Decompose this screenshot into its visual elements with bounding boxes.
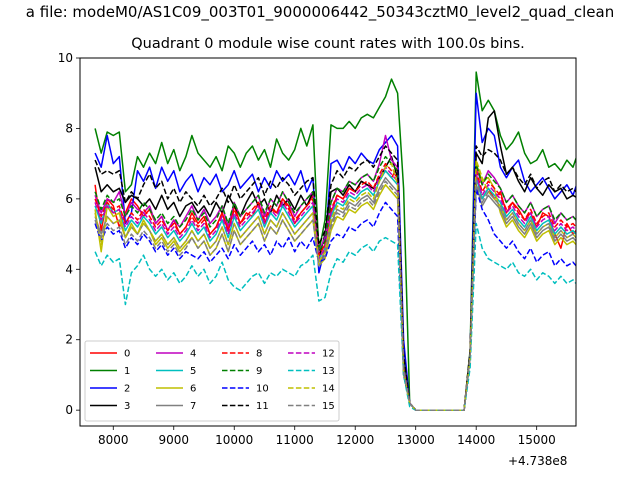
legend-label-12: 12 bbox=[322, 349, 335, 360]
figure-title: a file: modeM0/AS1C09_003T01_9000006442_… bbox=[25, 3, 615, 21]
x-tick-label: 12000 bbox=[336, 433, 374, 447]
series-line-14 bbox=[94, 159, 576, 411]
series-line-11 bbox=[94, 145, 576, 411]
y-tick-label: 4 bbox=[65, 262, 73, 276]
series-line-1 bbox=[94, 71, 576, 411]
legend-label-13: 13 bbox=[322, 366, 335, 377]
legend-label-6: 6 bbox=[190, 384, 196, 395]
series-line-7 bbox=[94, 176, 576, 411]
series-line-6 bbox=[94, 162, 576, 411]
series-layer bbox=[94, 71, 576, 411]
legend-label-10: 10 bbox=[256, 384, 269, 395]
axes-frame bbox=[79, 57, 577, 427]
legend-label-4: 4 bbox=[190, 349, 196, 360]
legend-label-0: 0 bbox=[124, 349, 130, 360]
legend-label-2: 2 bbox=[124, 384, 130, 395]
legend-label-7: 7 bbox=[190, 401, 196, 412]
y-tick-label: 0 bbox=[65, 403, 73, 417]
series-line-10 bbox=[94, 187, 576, 411]
legend-label-5: 5 bbox=[190, 366, 196, 377]
series-line-9 bbox=[94, 155, 576, 411]
tick-layer: 8000 9000 10000 11000 12000 13000 14000 15000 0 2… bbox=[58, 51, 556, 447]
legend-label-8: 8 bbox=[256, 349, 262, 360]
chart-title: Quadrant 0 module wise count rates with … bbox=[131, 36, 525, 52]
legend-label-15: 15 bbox=[322, 401, 335, 412]
y-tick-label: 8 bbox=[65, 121, 73, 135]
y-tick-label: 10 bbox=[58, 51, 73, 65]
y-tick-label: 6 bbox=[65, 192, 73, 206]
series-line-5 bbox=[94, 169, 576, 411]
legend-label-11: 11 bbox=[256, 401, 269, 412]
x-tick-label: 15000 bbox=[518, 433, 556, 447]
x-tick-label: 8000 bbox=[98, 433, 129, 447]
legend-box bbox=[84, 340, 340, 422]
series-line-12 bbox=[94, 166, 576, 411]
y-tick-label: 2 bbox=[65, 333, 73, 347]
series-line-3 bbox=[94, 110, 576, 411]
x-tick-label: 9000 bbox=[158, 433, 189, 447]
series-line-13 bbox=[94, 222, 576, 411]
x-offset-label: +4.738e8 bbox=[508, 454, 568, 468]
series-line-0 bbox=[94, 166, 576, 411]
x-tick-label: 10000 bbox=[215, 433, 253, 447]
series-line-8 bbox=[94, 162, 576, 411]
x-tick-label: 11000 bbox=[276, 433, 314, 447]
series-line-15 bbox=[94, 180, 576, 411]
x-tick-label: 13000 bbox=[397, 433, 435, 447]
legend-label-14: 14 bbox=[322, 384, 335, 395]
legend-label-1: 1 bbox=[124, 366, 130, 377]
legend-label-3: 3 bbox=[124, 401, 130, 412]
legend-label-9: 9 bbox=[256, 366, 262, 377]
x-tick-label: 14000 bbox=[457, 433, 495, 447]
series-line-2 bbox=[94, 92, 576, 411]
